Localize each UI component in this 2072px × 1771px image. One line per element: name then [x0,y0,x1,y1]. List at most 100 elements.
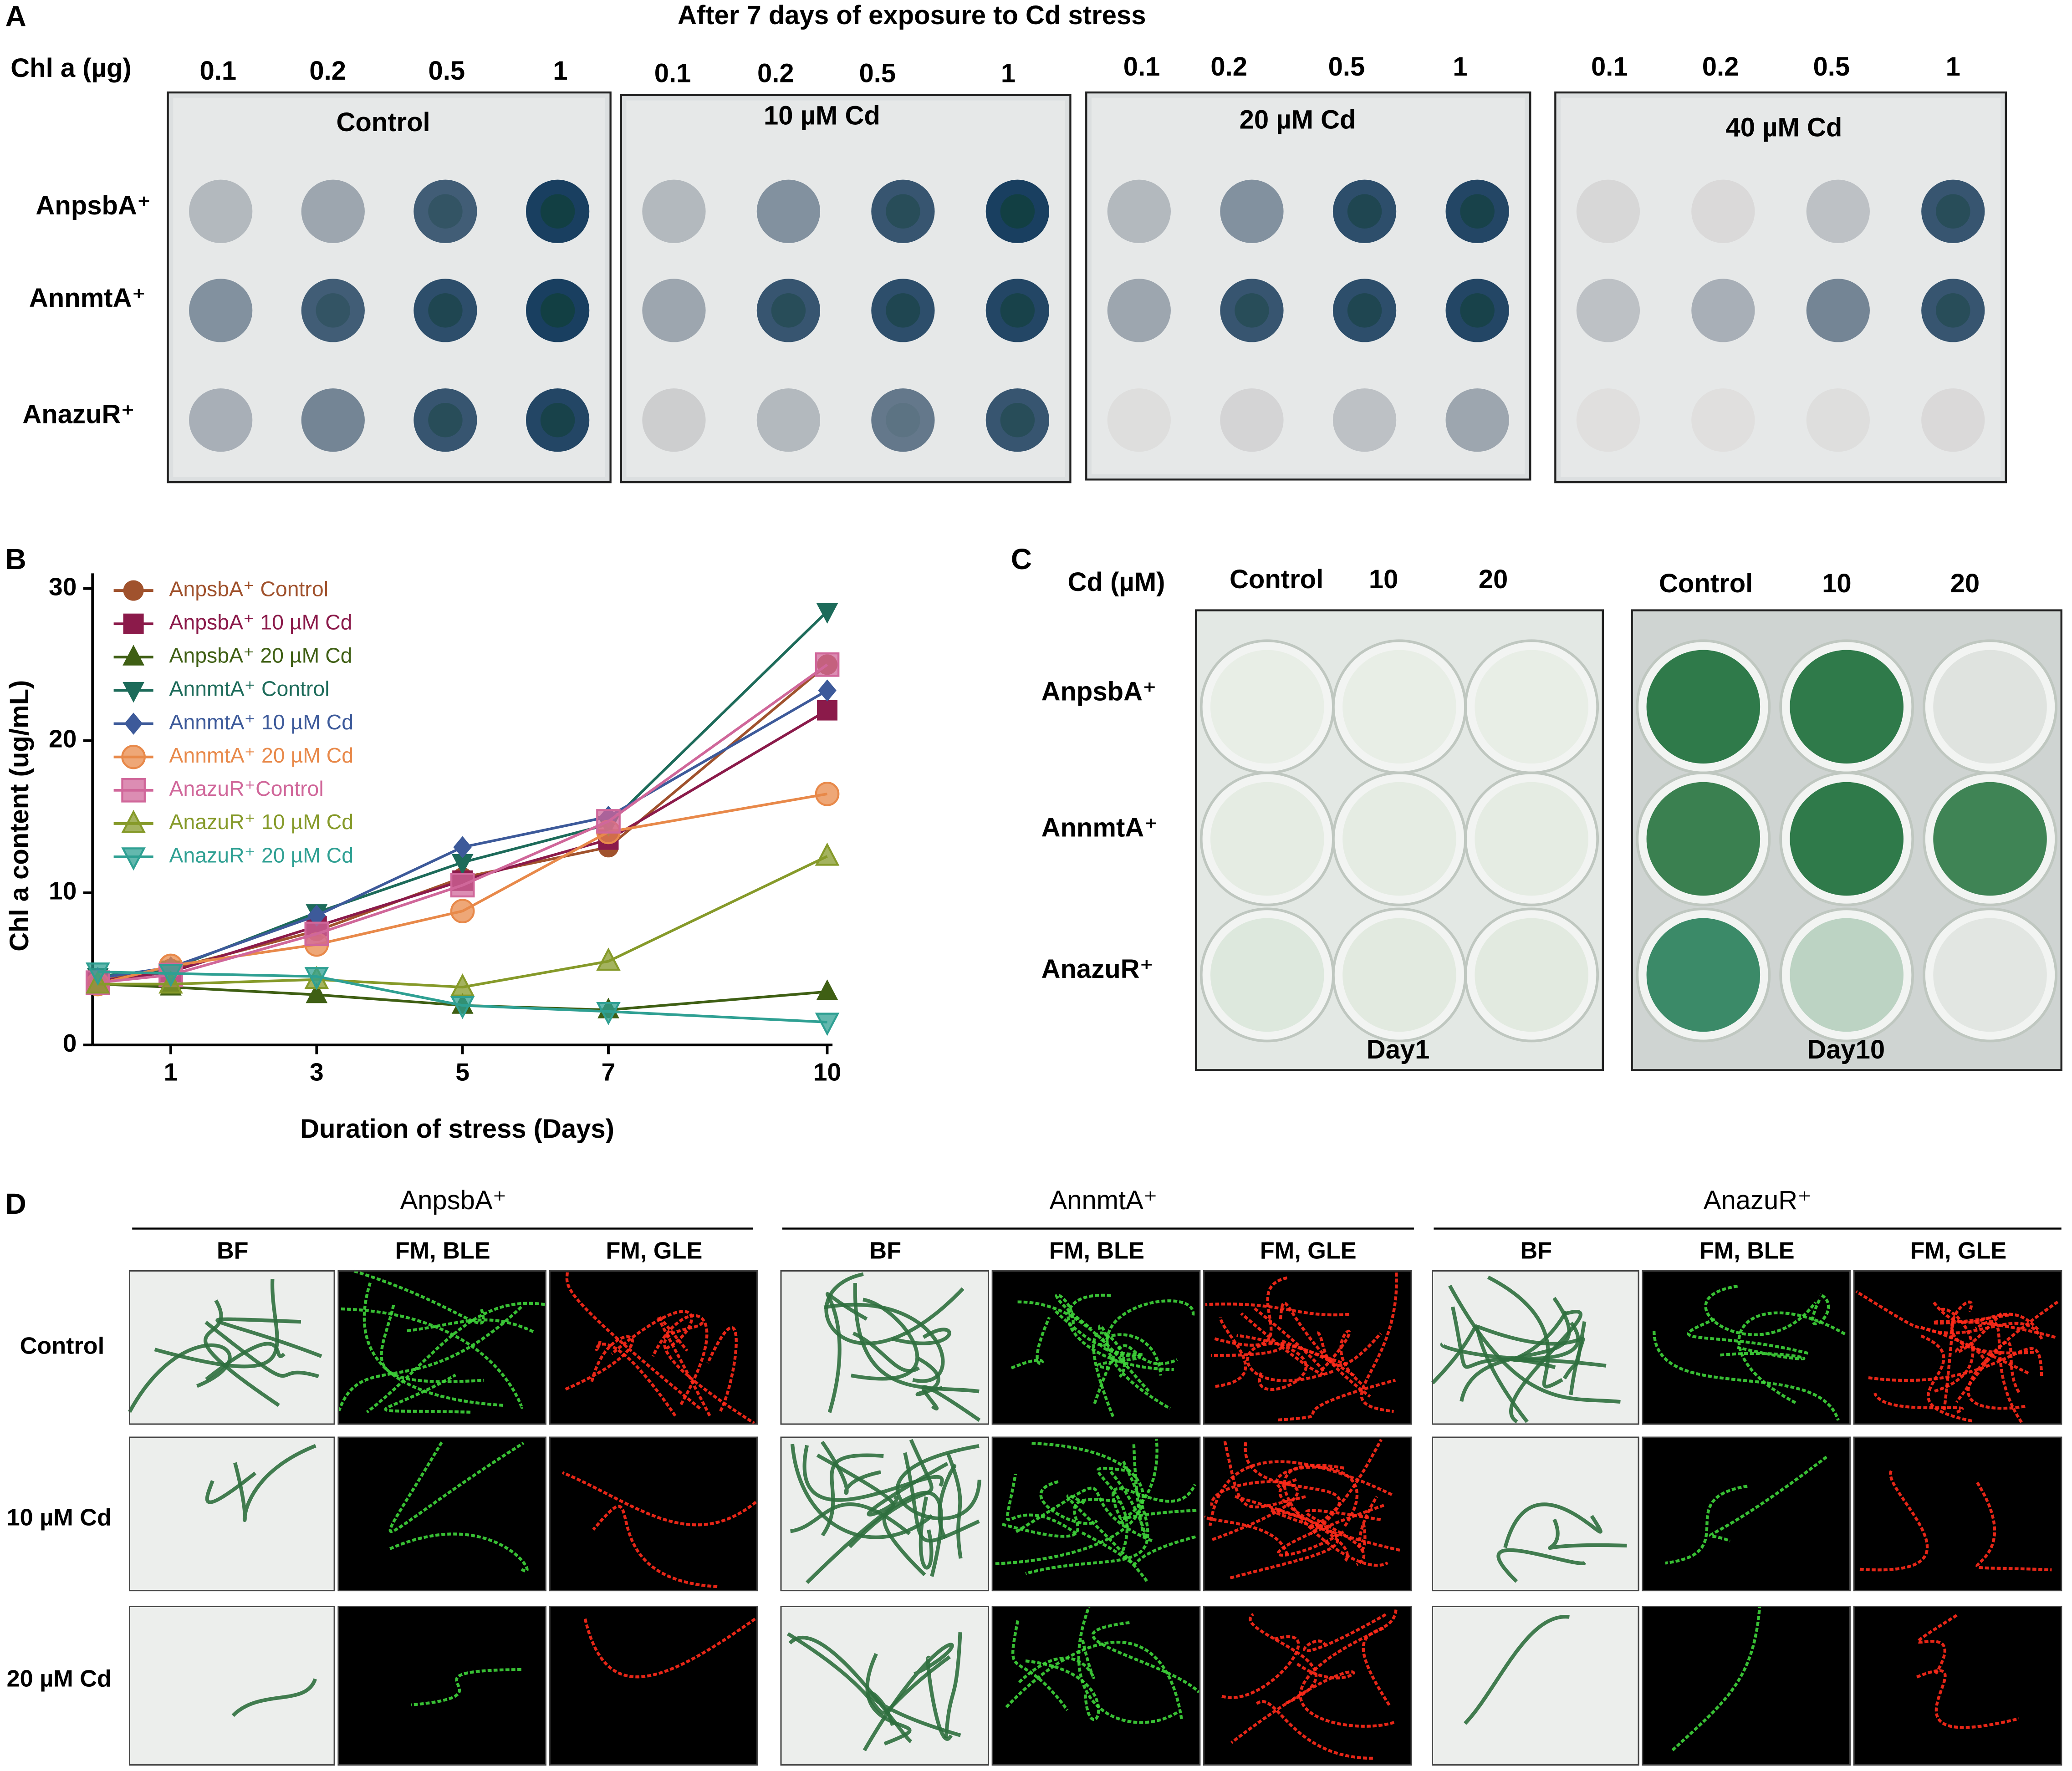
dose-label: 0.2 [1702,52,1739,81]
y-axis-label: Chl a content (ug/mL) [5,680,34,952]
data-point [816,603,838,624]
column-label: 20 [1950,569,1980,598]
micrograph [128,1270,335,1425]
colony-core [886,403,920,438]
filament [1091,1621,1200,1694]
filament [853,1282,980,1394]
well-culture [1342,782,1456,896]
data-point [304,967,329,991]
filament [802,1445,944,1502]
filament [1303,1613,1387,1653]
colony-spot [756,179,821,243]
data-point [453,836,472,859]
colony-spot [871,388,935,452]
legend-marker [121,778,146,803]
colony-core [540,194,575,229]
channel-label: FM, GLE [1910,1238,2006,1264]
filament [389,1532,529,1573]
filament [1236,1333,1308,1391]
micrograph [1642,1270,1851,1425]
column-label: 10 [1822,569,1852,598]
row-label: 20 µM Cd [7,1666,112,1692]
colony-core [1235,293,1269,328]
colony-spot [189,388,253,452]
colony-spot [1332,279,1397,342]
channel-label: BF [1520,1238,1552,1264]
colony-spot [642,179,706,243]
micrograph-frame [780,1436,989,1592]
filament [1919,1334,1973,1423]
data-point [450,873,475,898]
plate-label: 20 µM Cd [1240,105,1356,134]
dose-label: 0.5 [1328,52,1365,81]
well-culture [1646,650,1761,764]
strain-label: AnazuR⁺ [1704,1186,1812,1215]
filament [1005,1640,1184,1721]
colony-core [1000,194,1035,229]
data-point [450,996,475,1019]
micrograph [549,1270,758,1425]
filament [1092,1331,1126,1417]
panel-title: After 7 days of exposure to Cd stress [678,0,1146,30]
micrograph-frame [337,1270,546,1425]
micrograph [128,1605,335,1766]
filament [1933,1308,1975,1393]
colony-spot [189,179,253,243]
filament [1215,1317,1247,1388]
colony-core [1936,293,1970,328]
filament [1120,1439,1197,1521]
well-culture [1790,918,1904,1032]
filament [340,1307,524,1409]
filament [1737,1311,1846,1405]
strain-label: AnpsbA⁺ [400,1186,506,1215]
well-culture [1475,650,1588,764]
filament [919,1496,934,1570]
well-culture [1933,650,2047,764]
x-tick-label: 5 [455,1058,470,1086]
micrograph [780,1605,989,1766]
colony-spot [189,279,253,342]
row-label: 10 µM Cd [7,1505,112,1531]
colony-spot [1806,388,1870,452]
micrograph-frame [549,1605,758,1766]
filament [1106,1299,1195,1410]
legend-label: AnpsbA⁺ Control [169,577,328,601]
well-culture [1790,782,1904,896]
micrograph [337,1436,546,1592]
data-point [815,842,840,866]
day-label: Day1 [1367,1035,1430,1064]
colony-spot [1220,388,1284,452]
filament [233,1444,316,1522]
legend-label: AnnmtA⁺ 10 µM Cd [169,710,353,734]
filament [411,1668,521,1707]
dose-label: 0.2 [309,56,346,86]
y-tick-label: 30 [49,572,77,601]
channel-label: BF [217,1238,249,1264]
filament [867,1690,961,1737]
legend-marker [123,613,144,634]
filament [1093,1344,1178,1405]
colony-spot [1107,279,1171,342]
micrograph-frame [1432,1605,1639,1766]
x-tick-label: 1 [164,1058,178,1086]
plate-label: 10 µM Cd [764,101,880,131]
dose-label: 1 [553,56,567,86]
x-tick-label: 3 [310,1058,324,1086]
x-axis-label: Duration of stress (Days) [300,1114,614,1144]
well-culture [1342,918,1456,1032]
colony-spot [1806,279,1870,342]
micrograph [1853,1605,2062,1766]
filament [1255,1700,1374,1760]
legend-label: AnpsbA⁺ 20 µM Cd [169,644,352,667]
filament [1704,1284,1817,1336]
filament [205,1471,257,1504]
data-point [450,899,475,924]
micrograph [991,1436,1201,1592]
filament [1305,1509,1381,1566]
filament [1487,1275,1563,1389]
filament [867,1462,949,1517]
micrograph [337,1270,546,1425]
colony-spot [1691,388,1755,452]
filament [1873,1392,1964,1414]
legend-marker [121,847,146,871]
